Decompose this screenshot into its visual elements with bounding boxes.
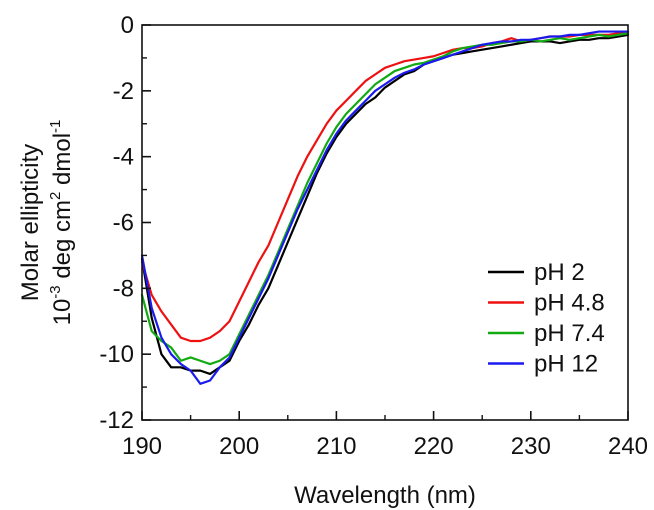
- y-axis-title-superscript: -1: [47, 120, 64, 133]
- y-axis-title-superscript: -3: [47, 285, 64, 298]
- y-tick-label: -8: [113, 275, 134, 302]
- series-line-3: [140, 30, 630, 385]
- axis-tick-labels: 190 200 210 220 230 240 0 -2 -4 -6 -8 -10 -12: [99, 12, 648, 460]
- y-tick-label: -12: [99, 407, 134, 434]
- x-tick-label: 230: [511, 433, 551, 460]
- legend-label-2: pH 7.4: [534, 320, 605, 347]
- x-tick-label: 220: [414, 433, 454, 460]
- legend-label-1: pH 4.8: [534, 290, 605, 317]
- y-tick-label: -4: [113, 144, 134, 171]
- y-tick-label: -6: [113, 210, 134, 237]
- y-tick-label: -10: [99, 341, 134, 368]
- legend: pH 2 pH 4.8 pH 7.4 pH 12: [488, 259, 605, 378]
- y-axis-title-text: dmol: [49, 133, 76, 192]
- y-tick-label: 0: [121, 12, 134, 39]
- y-axis-title-line2: 10-3 deg cm2 dmol-1: [47, 120, 76, 326]
- x-axis-title: Wavelength (nm): [294, 482, 476, 509]
- legend-label-0: pH 2: [534, 259, 585, 286]
- x-tick-label: 210: [316, 433, 356, 460]
- legend-label-3: pH 12: [534, 351, 598, 378]
- x-tick-label: 200: [219, 433, 259, 460]
- y-axis-title-superscript: 2: [47, 192, 64, 200]
- y-axis-title: Molar ellipticity 10-3 deg cm2 dmol-1: [17, 120, 76, 326]
- x-tick-label: 190: [122, 433, 162, 460]
- series-line-2: [140, 32, 630, 366]
- y-tick-label: -2: [113, 78, 134, 105]
- x-tick-label: 240: [608, 433, 648, 460]
- series-layer: [140, 30, 630, 385]
- y-axis-title-line1: Molar ellipticity: [17, 144, 44, 301]
- y-axis-title-text: deg cm: [49, 200, 76, 285]
- axis-ticks: [141, 24, 629, 421]
- y-axis-title-text: 10: [49, 299, 76, 326]
